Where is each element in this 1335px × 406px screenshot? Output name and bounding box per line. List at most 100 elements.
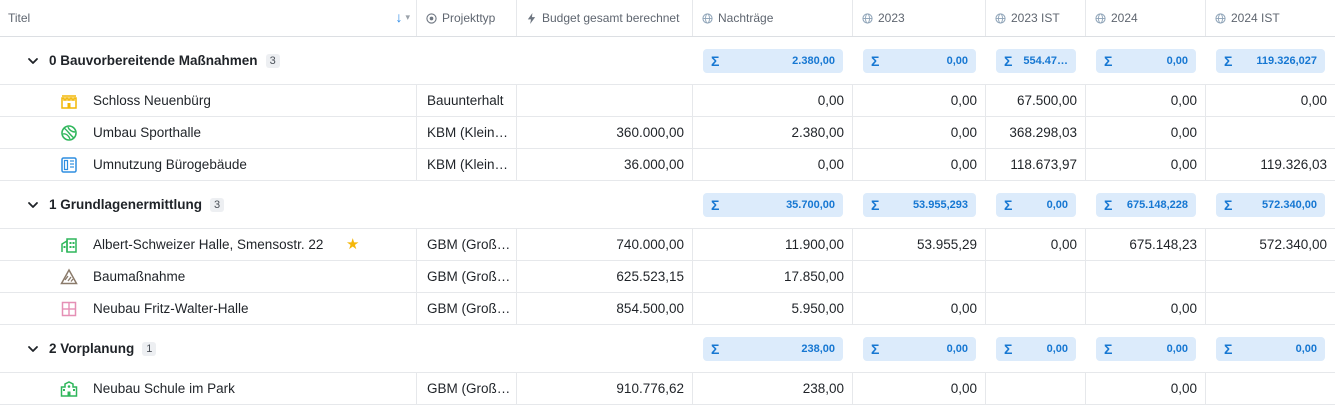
sum-value: 238,00 [801, 342, 835, 355]
value-cell-budget[interactable]: 360.000,00 [517, 117, 693, 148]
projekttyp-cell[interactable]: GBM (Groß… [417, 373, 517, 404]
value-cell-y2023[interactable]: 0,00 [853, 117, 986, 148]
value-cell-budget[interactable]: 740.000,00 [517, 229, 693, 260]
table-row[interactable]: Neubau Schule im Park GBM (Groß… 910.776,… [0, 373, 1335, 405]
title-cell[interactable]: Albert-Schweizer Halle, Smensostr. 22 ★ [0, 229, 417, 260]
value-cell-nachtraege[interactable]: 238,00 [693, 373, 853, 404]
column-label: Budget gesamt berechnet [542, 11, 680, 25]
value-cell-y2024[interactable]: 0,00 [1086, 149, 1206, 180]
group-title[interactable]: 1 Grundlagenermittlung 3 [0, 181, 417, 228]
title-cell[interactable]: Umbau Sporthalle [0, 117, 417, 148]
value-cell-y2023ist[interactable]: 0,00 [986, 229, 1086, 260]
table-header: Titel ↓ ▾ Projekttyp Budget gesamt berec… [0, 0, 1335, 37]
globe-icon [1214, 12, 1226, 24]
group-title[interactable]: 0 Bauvorbereitende Maßnahmen 3 [0, 37, 417, 84]
value-cell-y2024[interactable]: 0,00 [1086, 85, 1206, 116]
value-cell-y2024[interactable]: 675.148,23 [1086, 229, 1206, 260]
column-header-2023[interactable]: 2023 [853, 0, 986, 36]
projekttyp-cell[interactable]: GBM (Groß… [417, 261, 517, 292]
value-cell-y2023[interactable]: 0,00 [853, 293, 986, 324]
value-cell-y2023[interactable]: 0,00 [853, 149, 986, 180]
title-cell[interactable]: Schloss Neuenbürg [0, 85, 417, 116]
title-cell[interactable]: Neubau Fritz-Walter-Halle [0, 293, 417, 324]
sort-down-arrow-icon[interactable]: ↓ [395, 9, 403, 25]
projekttyp-cell[interactable]: KBM (Klein… [417, 149, 517, 180]
value-cell-nachtraege[interactable]: 0,00 [693, 85, 853, 116]
table-row[interactable]: Baumaßnahme GBM (Groß… 625.523,15 17.850,0… [0, 261, 1335, 293]
value-cell-nachtraege[interactable]: 17.850,00 [693, 261, 853, 292]
table-row[interactable]: Umnutzung Bürogebäude KBM (Klein… 36.000,… [0, 149, 1335, 181]
sum-value: 0,00 [1166, 342, 1188, 355]
group-cell-empty [417, 37, 517, 84]
column-header-2024[interactable]: 2024 [1086, 0, 1206, 36]
value-cell-y2023ist[interactable] [986, 373, 1086, 404]
value-cell-y2024[interactable] [1086, 261, 1206, 292]
value-cell-nachtraege[interactable]: 0,00 [693, 149, 853, 180]
value-cell-y2024ist[interactable]: 0,00 [1300, 93, 1327, 108]
value-cell-nachtraege[interactable]: 2.380,00 [693, 117, 853, 148]
sigma-icon: Σ [1004, 52, 1013, 69]
value-cell-y2023[interactable]: 0,00 [853, 85, 986, 116]
value-cell-y2024ist[interactable] [1206, 373, 1335, 404]
group-label: 0 Bauvorbereitende Maßnahmen [49, 53, 258, 68]
value-cell-y2023[interactable] [853, 261, 986, 292]
column-header-2023-ist[interactable]: 2023 IST [986, 0, 1086, 36]
chevron-down-icon[interactable]: ▾ [405, 11, 410, 22]
value-cell-y2024ist[interactable]: 119.326,03 [1260, 157, 1327, 172]
group-sum-cell: Σ 2.380,00 [693, 37, 853, 84]
value-cell-y2023ist[interactable]: 67.500,00 [986, 85, 1086, 116]
table-row[interactable]: Neubau Fritz-Walter-Halle GBM (Groß… 854.… [0, 293, 1335, 325]
group-row[interactable]: 0 Bauvorbereitende Maßnahmen 3 Σ 2.380,0… [0, 37, 1335, 85]
value-cell-y2023[interactable]: 53.955,29 [853, 229, 986, 260]
chevron-down-icon[interactable] [27, 199, 39, 211]
value-cell-y2024ist[interactable] [1206, 261, 1335, 292]
value-cell-y2024[interactable]: 0,00 [1086, 117, 1206, 148]
title-cell[interactable]: Neubau Schule im Park [0, 373, 417, 404]
office-icon [60, 156, 78, 174]
group-row[interactable]: 2 Vorplanung 1 Σ 238,00 Σ 0,00 Σ 0,00 Σ … [0, 325, 1335, 373]
value-cell-y2023ist[interactable]: 368.298,03 [986, 117, 1086, 148]
value-cell-y2023ist[interactable] [986, 293, 1086, 324]
value-cell-y2023ist[interactable] [986, 261, 1086, 292]
projekttyp-cell[interactable]: GBM (Groß… [417, 293, 517, 324]
group-row[interactable]: 1 Grundlagenermittlung 3 Σ 35.700,00 Σ 5… [0, 181, 1335, 229]
table-row[interactable]: Umbau Sporthalle KBM (Klein… 360.000,00 2.… [0, 117, 1335, 149]
title-cell[interactable]: Umnutzung Bürogebäude [0, 149, 417, 180]
value-cell-budget[interactable]: 625.523,15 [517, 261, 693, 292]
column-header-nachtraege[interactable]: Nachträge [693, 0, 853, 36]
column-header-projekttyp[interactable]: Projekttyp [417, 0, 517, 36]
projekttyp-cell[interactable]: GBM (Groß… [417, 229, 517, 260]
column-header-2024-ist[interactable]: 2024 IST [1206, 0, 1335, 36]
value-cell-y2023[interactable]: 0,00 [853, 373, 986, 404]
table-row[interactable]: Schloss Neuenbürg Bauunterhalt 0,00 0,00 67… [0, 85, 1335, 117]
value-cell-y2024ist[interactable] [1206, 293, 1335, 324]
sum-value: 675.148,228 [1126, 198, 1188, 211]
value-cell-y2024ist[interactable] [1206, 117, 1335, 148]
chevron-down-icon[interactable] [27, 343, 39, 355]
value-cell-budget[interactable]: 36.000,00 [517, 149, 693, 180]
sort-control[interactable]: ↓ ▾ [395, 10, 410, 24]
table-row[interactable]: Albert-Schweizer Halle, Smensostr. 22 ★ … [0, 229, 1335, 261]
value-cell-budget[interactable] [517, 85, 693, 116]
sum-badge: Σ 0,00 [1216, 336, 1325, 361]
value-cell-budget[interactable]: 854.500,00 [517, 293, 693, 324]
column-header-titel[interactable]: Titel ↓ ▾ [0, 0, 417, 36]
value-cell-nachtraege[interactable]: 11.900,00 [693, 229, 853, 260]
group-title[interactable]: 2 Vorplanung 1 [0, 325, 417, 372]
value-cell-y2023ist[interactable]: 118.673,97 [986, 149, 1086, 180]
chevron-down-icon[interactable] [27, 55, 39, 67]
projekttyp-cell[interactable]: Bauunterhalt [417, 85, 517, 116]
title-cell[interactable]: Baumaßnahme [0, 261, 417, 292]
sum-value: 53.955,293 [912, 198, 968, 211]
value-cell-y2024[interactable]: 0,00 [1086, 373, 1206, 404]
sigma-icon: Σ [871, 340, 880, 357]
projekttyp-cell[interactable]: KBM (Klein… [417, 117, 517, 148]
sigma-icon: Σ [1004, 340, 1013, 357]
project-title: Neubau Schule im Park [93, 381, 235, 396]
column-header-budget[interactable]: Budget gesamt berechnet [517, 0, 693, 36]
value-cell-y2024[interactable]: 0,00 [1086, 293, 1206, 324]
value-cell-nachtraege[interactable]: 5.950,00 [693, 293, 853, 324]
value-cell-y2024ist[interactable]: 572.340,00 [1259, 237, 1327, 252]
value-cell-budget[interactable]: 910.776,62 [517, 373, 693, 404]
star-icon[interactable]: ★ [346, 236, 360, 253]
